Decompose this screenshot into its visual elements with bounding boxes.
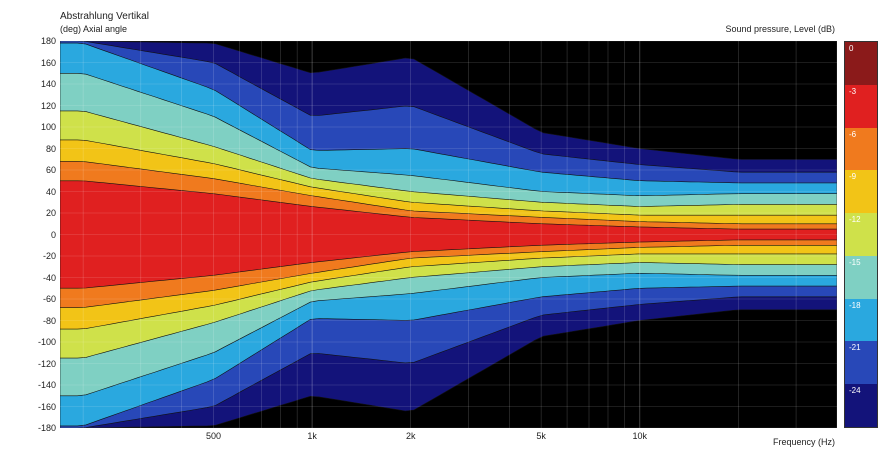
y-tick-label: 0	[50, 229, 56, 240]
y-tick-label: -40	[42, 272, 56, 283]
chart-title: Abstrahlung Vertikal	[60, 11, 149, 22]
y-tick-label: -20	[42, 251, 56, 261]
colorbar-label: 0	[849, 44, 854, 53]
colorbar-label: -3	[849, 86, 857, 96]
contour-band-minus3	[60, 180, 837, 289]
colorbar-label: -21	[849, 343, 861, 353]
grid-lines	[60, 41, 837, 428]
y-tick-label: -160	[37, 401, 56, 412]
x-tick-label: 1k	[307, 431, 317, 441]
colorbar-segment	[845, 127, 877, 171]
colorbar-segment	[845, 170, 877, 214]
colorbar-label: -15	[849, 257, 861, 267]
y-tick-label: 160	[40, 57, 56, 68]
y-tick-label: 120	[40, 100, 56, 111]
x-axis-label: Frequency (Hz)	[772, 437, 835, 447]
y-tick-label: -140	[37, 380, 56, 390]
colorbar-segment	[845, 384, 877, 427]
y-tick-label: -120	[37, 358, 56, 369]
colorbar-label: -9	[849, 172, 857, 182]
y-axis-label: (deg) Axial angle	[60, 24, 128, 34]
y-tick-label: 40	[45, 186, 56, 197]
colorbar-label: -6	[849, 129, 857, 139]
x-tick-label: 5k	[536, 431, 546, 441]
x-tick-label: 2k	[405, 431, 416, 441]
colorbar-label: -18	[849, 300, 861, 310]
y-tick-label: -100	[37, 337, 56, 347]
x-tick-label: 10k	[632, 431, 647, 441]
x-tick-label: 500	[205, 431, 221, 441]
y-tick-label: 60	[45, 165, 56, 175]
colorbar-segment	[845, 42, 877, 85]
colorbar-label: -24	[849, 386, 861, 396]
y-tick-label: -180	[37, 423, 56, 433]
y-tick-label: 140	[40, 79, 56, 89]
plot-area	[60, 41, 837, 428]
y-tick-label: -80	[42, 315, 56, 326]
y-tick-label: 100	[40, 122, 56, 132]
y-tick-label: 180	[40, 36, 56, 46]
y-tick-label: -60	[42, 294, 56, 304]
colorbar-title: Sound pressure, Level (dB)	[725, 24, 835, 34]
colorbar-segment	[845, 341, 877, 385]
colorbar-segment	[845, 84, 877, 128]
colorbar: 0 -3 -6 -9 -12 -15 -18 -21 -24	[844, 41, 878, 428]
colorbar-segment	[845, 255, 877, 299]
y-tick-label: 80	[45, 143, 56, 154]
colorbar-label: -12	[849, 215, 861, 225]
colorbar-segment	[845, 213, 877, 256]
contour-plot	[60, 41, 837, 428]
colorbar-segment	[845, 298, 877, 342]
y-tick-label: 20	[45, 208, 56, 218]
